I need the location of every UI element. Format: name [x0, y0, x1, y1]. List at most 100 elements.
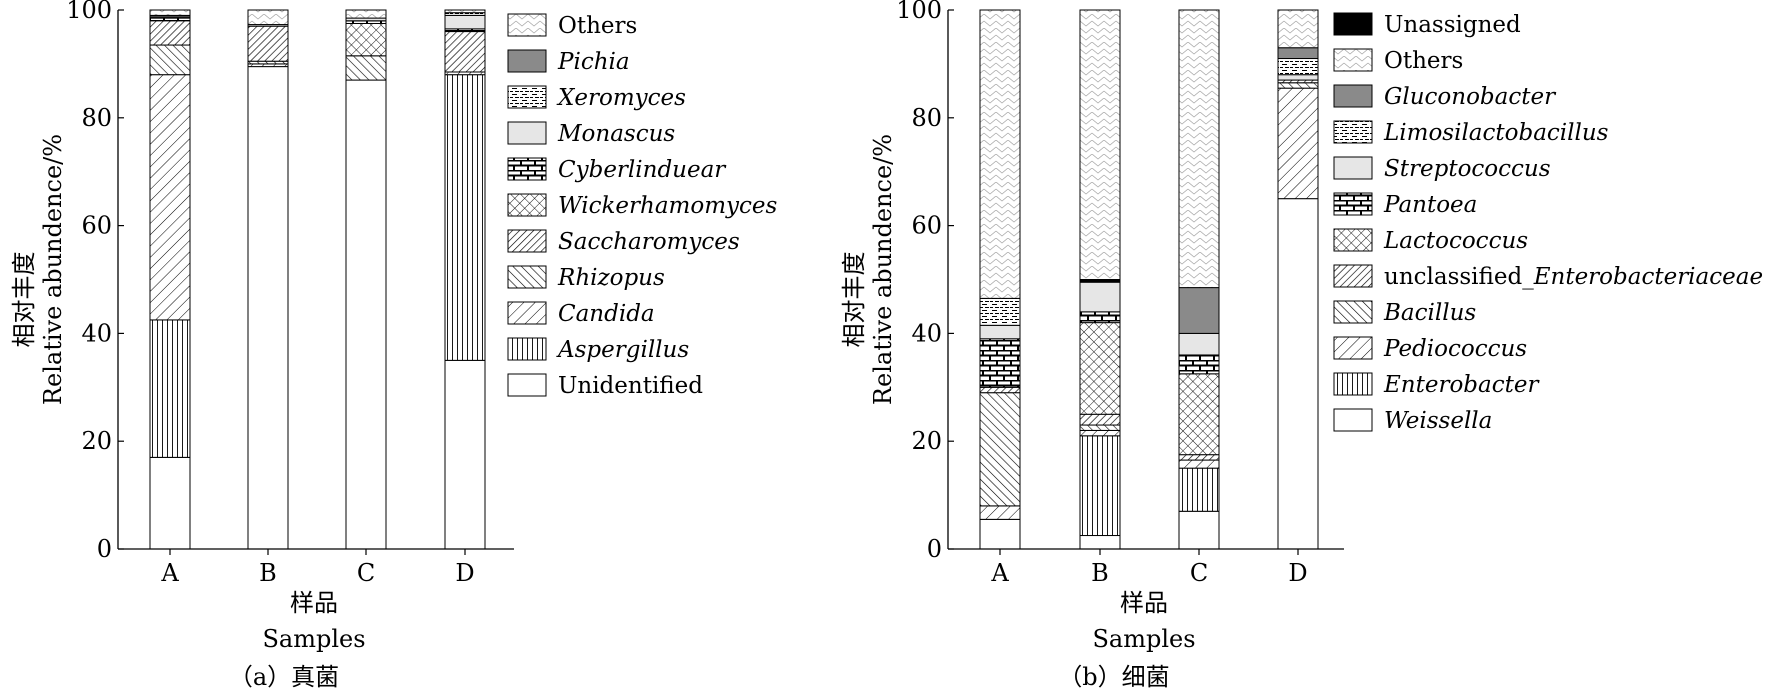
panel-caption: （b）细菌 [1058, 663, 1169, 691]
legend-label-text: Streptococcus [1384, 156, 1551, 182]
legend-label: Candida [558, 301, 655, 327]
bar-segment-C-rhizopus [345, 55, 387, 81]
y-tick-label: 60 [81, 212, 112, 240]
bar-segment-A-unclassified_enterobacteriaceae [979, 386, 1021, 394]
legend-label: Rhizopus [557, 265, 665, 291]
legend-swatch [1333, 84, 1373, 108]
legend-label: Pantoea [1383, 192, 1477, 218]
x-tick-label: B [259, 559, 277, 587]
y-tick-label: 20 [911, 427, 942, 455]
legend-label: Pediococcus [1383, 336, 1527, 362]
legend-label-text: Candida [558, 301, 655, 327]
bar-segment-B-bacillus [1079, 424, 1121, 431]
bar-segment-B-lactococcus [1079, 322, 1121, 415]
legend-label-text: Gluconobacter [1384, 84, 1557, 110]
x-axis-label-en: Samples [1092, 625, 1195, 653]
legend-swatch [1333, 156, 1373, 180]
legend-label-text: Pediococcus [1383, 336, 1527, 362]
bar-segment-C-unclassified_enterobacteriaceae [1178, 454, 1220, 461]
y-axis-label-en: Relative abundence/% [39, 134, 67, 405]
bar-segment-D-bacillus [1277, 82, 1319, 89]
y-axis-label-cn: 相对丰度 [10, 252, 38, 348]
x-tick-label: B [1091, 559, 1109, 587]
legend-label-text: Wickerhamomyces [558, 193, 777, 219]
legend-label: Others [1384, 48, 1463, 74]
x-tick-label: C [1190, 559, 1208, 587]
legend-label: Gluconobacter [1384, 84, 1557, 110]
bar-segment-D-monascus [444, 14, 486, 30]
legend-label-text: Weissella [1384, 408, 1492, 434]
legend-label: Unassigned [1384, 12, 1521, 38]
legend-label: Monascus [557, 121, 675, 147]
legend-label-suffix: Enterobacteriaceae [1533, 264, 1763, 290]
legend-label-text: Rhizopus [557, 265, 665, 291]
y-tick-label: 0 [97, 535, 112, 563]
bar-segment-B-others [1079, 9, 1121, 280]
legend-label: Limosilactobacillus [1383, 120, 1609, 146]
bar-segment-C-pantoea [1178, 354, 1220, 375]
legend-label-text: unclassified_ [1384, 264, 1534, 290]
legend-swatch [1333, 372, 1373, 396]
bar-segment-C-streptococcus [1178, 332, 1220, 356]
legend-label: Pichia [557, 49, 630, 75]
bar-segment-C-pediococcus [1178, 459, 1220, 469]
bar-segment-D-weissella [1277, 198, 1319, 550]
panel-bacteria: A B C D 0 20 40 60 80 100 相对丰度 Relative abundence/%… [840, 0, 1763, 691]
legend-label: Wickerhamomyces [558, 193, 777, 219]
legend-swatch [507, 13, 547, 37]
legend-label-text: Pantoea [1383, 192, 1477, 218]
legend-label-text: Monascus [557, 121, 675, 147]
bar-segment-A-pediococcus [979, 505, 1021, 520]
legend-label: Lactococcus [1383, 228, 1528, 254]
legend-label: Saccharomyces [558, 229, 740, 255]
bar-segment-D-limosilactobacillus [1277, 58, 1319, 76]
bar-segment-B-pediococcus [1079, 429, 1121, 437]
bar-segment-A-others [979, 9, 1021, 299]
legend-label: Enterobacter [1383, 372, 1540, 398]
legend-label: Others [558, 13, 637, 39]
legend-label-text: Aspergillus [556, 337, 689, 363]
legend-swatch [507, 229, 547, 253]
legend-label-text: Others [1384, 48, 1463, 74]
bar-segment-B-unclassified_enterobacteriaceae [1079, 413, 1121, 426]
legend-swatch [507, 373, 547, 397]
y-tick-label: 40 [911, 319, 942, 347]
legend-swatch [1333, 48, 1373, 72]
bar-segment-B-streptococcus [1079, 281, 1121, 313]
legend-label: Streptococcus [1384, 156, 1551, 182]
x-tick-label: A [990, 559, 1009, 587]
legend-label-text: Limosilactobacillus [1383, 120, 1609, 146]
bar-segment-D-unidentified [444, 359, 486, 550]
bar-segment-C-weissella [1178, 510, 1220, 550]
legend-swatch [507, 337, 547, 361]
y-tick-label: 0 [927, 535, 942, 563]
legend-label-text: Bacillus [1383, 300, 1476, 326]
legend-label-text: Cyberlinduear [558, 157, 727, 183]
bar-segment-A-streptococcus [979, 324, 1021, 340]
legend-label-text: Unidentified [558, 373, 703, 399]
legend-swatch [507, 121, 547, 145]
bar-segment-B-saccharomyces [247, 25, 289, 62]
bar-segment-D-aspergillus [444, 74, 486, 361]
bar-segment-A-bacillus [979, 392, 1021, 507]
y-tick-label: 80 [81, 104, 112, 132]
legend-swatch [1333, 300, 1373, 324]
bar-segment-B-weissella [1079, 535, 1121, 550]
legend-swatch [1333, 228, 1373, 252]
y-tick-label: 80 [911, 104, 942, 132]
y-tick-label: 100 [66, 0, 112, 24]
panel-fungi: A B C D 0 20 40 60 80 100 相对丰度 Relative abundence/%… [10, 0, 777, 691]
bar-segment-C-unidentified [345, 79, 387, 550]
legend-label-text: Saccharomyces [558, 229, 740, 255]
x-axis-label-cn: 样品 [290, 589, 338, 617]
y-tick-label: 60 [911, 212, 942, 240]
legend-swatch [1333, 408, 1373, 432]
bar-segment-B-enterobacter [1079, 435, 1121, 537]
x-tick-label: D [455, 559, 474, 587]
bar-segment-D-streptococcus [1277, 74, 1319, 81]
legend-label-text: Lactococcus [1383, 228, 1528, 254]
legend-label: Unidentified [558, 373, 703, 399]
y-axis-label-cn: 相对丰度 [840, 252, 868, 348]
bar-segment-D-others [1277, 9, 1319, 49]
